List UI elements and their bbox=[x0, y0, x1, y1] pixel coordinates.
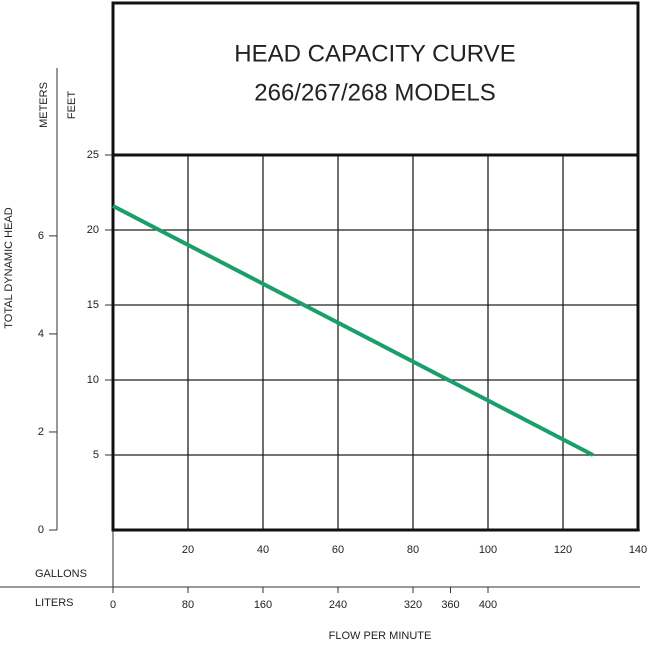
x-tick-label: 60 bbox=[332, 544, 344, 556]
y-unit: FEET bbox=[66, 91, 78, 119]
x2-tick-label: 80 bbox=[182, 599, 194, 611]
x-tick-label: 120 bbox=[554, 544, 572, 556]
y-tick-label: 5 bbox=[93, 449, 99, 461]
chart-title: HEAD CAPACITY CURVE bbox=[234, 40, 515, 67]
x-label: FLOW PER MINUTE bbox=[329, 630, 432, 642]
x-unit: GALLONS bbox=[35, 568, 87, 580]
x2-tick-label: 0 bbox=[110, 599, 116, 611]
x2-tick-label: 240 bbox=[329, 599, 347, 611]
x-tick-label: 100 bbox=[479, 544, 497, 556]
x2-tick-label: 320 bbox=[404, 599, 422, 611]
x2-tick-label: 400 bbox=[479, 599, 497, 611]
x-tick-label: 140 bbox=[629, 544, 647, 556]
x2-unit: LITERS bbox=[35, 597, 74, 609]
x2-tick-label: 360 bbox=[441, 599, 459, 611]
y-tick-label: 20 bbox=[87, 224, 99, 236]
y2-unit: METERS bbox=[38, 82, 50, 128]
y-tick-label: 25 bbox=[87, 149, 99, 161]
x-tick-label: 40 bbox=[257, 544, 269, 556]
chart-subtitle: 266/267/268 MODELS bbox=[254, 79, 496, 106]
x2-tick-label: 160 bbox=[254, 599, 272, 611]
y2-tick-label: 4 bbox=[38, 328, 44, 340]
y-tick-label: 10 bbox=[87, 374, 99, 386]
y2-tick-label: 2 bbox=[38, 426, 44, 438]
y2-tick-label: 0 bbox=[38, 524, 44, 536]
y2-tick-label: 6 bbox=[38, 230, 44, 242]
curve bbox=[112, 204, 594, 457]
x-tick-label: 20 bbox=[182, 544, 194, 556]
y-tick-label: 15 bbox=[87, 299, 99, 311]
x-tick-label: 80 bbox=[407, 544, 419, 556]
y-label: TOTAL DYNAMIC HEAD bbox=[3, 207, 15, 328]
plot-frame bbox=[111, 153, 640, 532]
